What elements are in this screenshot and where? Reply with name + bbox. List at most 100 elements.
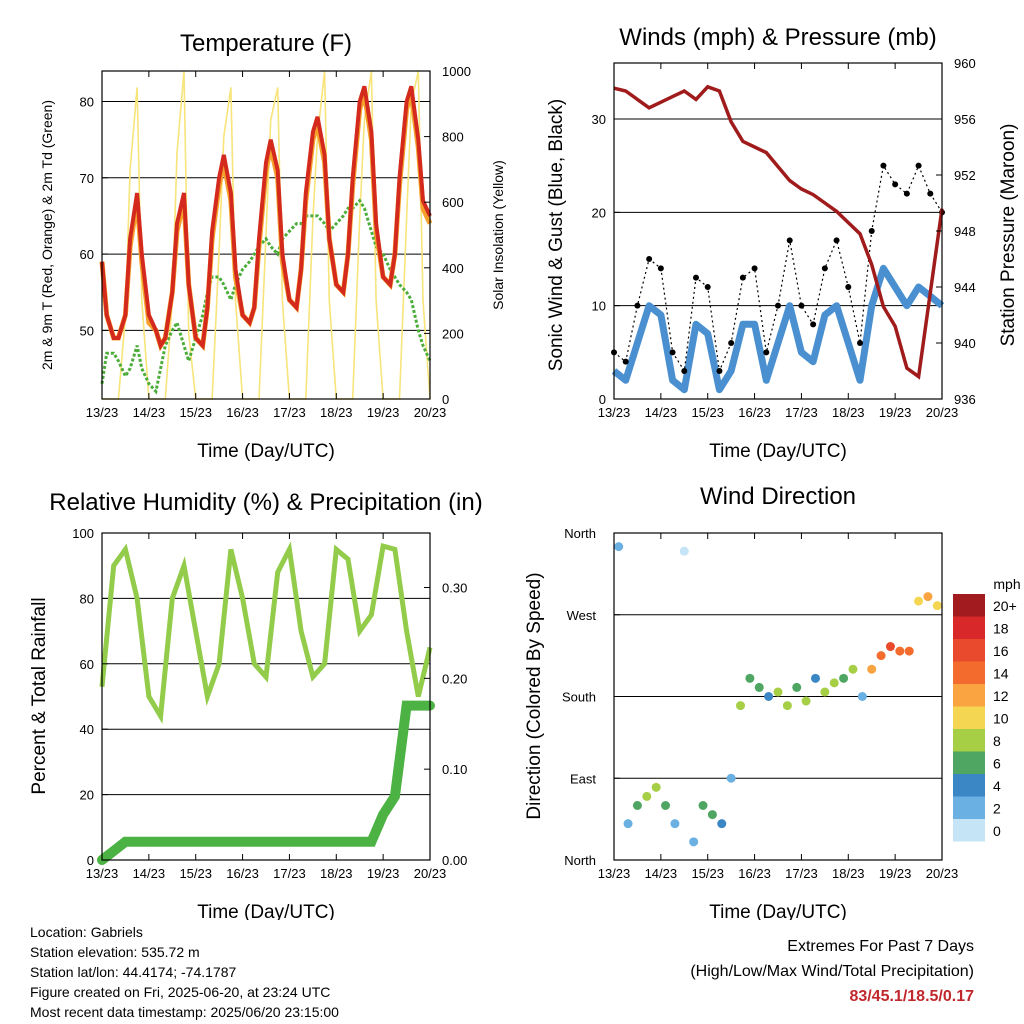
winds-ytick-label: 30 [592, 112, 606, 127]
temperature-ytick-label: 60 [80, 247, 94, 262]
direction-ytick-label: North [564, 526, 596, 541]
direction-point [876, 651, 886, 661]
rh-xtick-label: 18/23 [320, 866, 353, 881]
direction-point [717, 819, 727, 829]
winds-y2tick-label: 952 [954, 168, 976, 183]
winds-xlabel: Time (Day/UTC) [709, 441, 847, 462]
direction-point [792, 682, 802, 692]
direction-point [707, 810, 717, 820]
station-info: Location: Gabriels Station elevation: 53… [30, 922, 339, 1022]
gust-point [634, 302, 641, 309]
gust-point [786, 237, 793, 244]
temperature-ylabel-left: 2m & 9m T (Red, Orange) & 2m Td (Green) [39, 100, 55, 370]
rh-xtick-label: 19/23 [367, 866, 400, 881]
legend-swatch [953, 751, 985, 774]
temperature-xtick-label: 16/23 [226, 405, 259, 420]
gust-point [681, 368, 688, 374]
rh-ytick-label: 60 [80, 657, 94, 672]
winds-ytick-label: 10 [592, 299, 606, 314]
winds-xtick-label: 18/23 [832, 405, 865, 420]
gust-point [903, 190, 910, 197]
rh-xtick-label: 15/23 [179, 866, 212, 881]
gust-point [763, 349, 770, 356]
winds-xtick-label: 16/23 [738, 405, 771, 420]
gust-point [739, 274, 746, 281]
direction-xtick-label: 20/23 [926, 866, 959, 881]
gust-point [751, 265, 758, 272]
temperature-panel: Temperature (F) 13/23 14/23 15/23 16/23 17/2… [39, 30, 506, 462]
direction-ylabel-left: Direction (Colored By Speed) [524, 572, 545, 819]
legend-label: 0 [993, 823, 1001, 839]
direction-xtick-label: 14/23 [645, 866, 678, 881]
gust-point [821, 265, 828, 272]
temperature-xtick-label: 18/23 [320, 405, 353, 420]
winds-xtick-label: 15/23 [691, 405, 724, 420]
extremes-values: 83/45.1/18.5/0.17 [849, 988, 974, 1005]
rh-y2tick-label: 0.30 [442, 581, 467, 596]
winds-axes: 13/23 14/23 15/23 16/23 17/23 18/23 19/23 20/23… [592, 56, 976, 420]
gust-point [833, 237, 840, 244]
legend-swatch [953, 706, 985, 729]
direction-point [642, 791, 652, 801]
winds-xtick-label: 14/23 [645, 405, 678, 420]
winds-xtick-label: 17/23 [785, 405, 818, 420]
rh-ylabel-left: Percent & Total Rainfall [29, 597, 50, 794]
temperature-y2tick-label: 800 [442, 130, 464, 145]
legend-label: 14 [993, 666, 1009, 682]
legend-swatch [953, 594, 985, 617]
extremes-title: Extremes For Past 7 Days [787, 938, 974, 955]
rh-line [99, 541, 433, 724]
pressure-line [613, 84, 944, 380]
direction-title: Wind Direction [700, 483, 856, 510]
temperature-ytick-label: 70 [80, 171, 94, 186]
direction-point [810, 673, 820, 683]
direction-point [801, 696, 811, 706]
direction-point [857, 692, 867, 701]
direction-point [670, 819, 680, 829]
legend-label: 2 [993, 801, 1001, 817]
temp-2m-line [100, 85, 432, 351]
direction-point [764, 692, 774, 701]
temperature-ytick-label: 80 [80, 95, 94, 110]
direction-point [736, 701, 746, 711]
winds-y2tick-label: 948 [954, 224, 976, 239]
legend-label: 20+ [993, 598, 1017, 614]
precip-line [97, 700, 435, 865]
rh-axes: 13/23 14/23 15/23 16/23 17/23 18/23 19/23 20/23… [72, 526, 467, 881]
direction-point [632, 801, 642, 810]
rh-ytick-label: 100 [72, 526, 94, 541]
temperature-xlabel: Time (Day/UTC) [197, 441, 335, 462]
direction-point [726, 773, 736, 783]
direction-ytick-label: East [570, 771, 596, 786]
solar-insolation-line [102, 70, 431, 400]
direction-xtick-label: 15/23 [691, 866, 724, 881]
winds-xtick-label: 20/23 [926, 405, 959, 420]
rh-ytick-label: 40 [80, 722, 94, 737]
legend-label: 8 [993, 733, 1001, 749]
rh-ytick-label: 0 [87, 853, 94, 868]
legend-label: 6 [993, 756, 1001, 772]
direction-point [914, 596, 924, 606]
winds-xtick-label: 13/23 [598, 405, 631, 420]
dewpoint-line [100, 198, 432, 395]
temperature-marks [99, 70, 433, 400]
rh-marks [97, 541, 435, 865]
direction-marks [614, 542, 942, 847]
plots-canvas: Temperature (F) 13/23 14/23 15/23 16/23 17/2… [29, 24, 1021, 920]
direction-point [839, 673, 849, 683]
temperature-xtick-label: 14/23 [133, 405, 166, 420]
gust-line [613, 164, 943, 374]
rh-xtick-label: 14/23 [133, 866, 166, 881]
legend-unit: mph [993, 576, 1020, 592]
temperature-y2tick-label: 600 [442, 195, 464, 210]
direction-xtick-label: 17/23 [785, 866, 818, 881]
direction-point [754, 682, 764, 692]
legend-swatch [953, 819, 985, 842]
direction-point [661, 801, 671, 810]
station-location: Location: Gabriels [30, 924, 143, 940]
direction-panel: Wind Direction 13/23 14/23 15/23 16/23 17/23… [524, 483, 1021, 920]
direction-point [614, 542, 624, 552]
temperature-y2tick-label: 0 [442, 392, 449, 407]
direction-ytick-label: West [567, 608, 597, 623]
direction-point [651, 782, 661, 792]
